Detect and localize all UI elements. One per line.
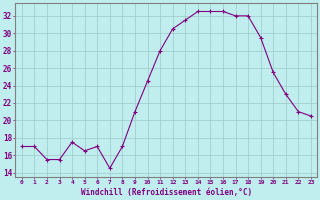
X-axis label: Windchill (Refroidissement éolien,°C): Windchill (Refroidissement éolien,°C) [81,188,252,197]
